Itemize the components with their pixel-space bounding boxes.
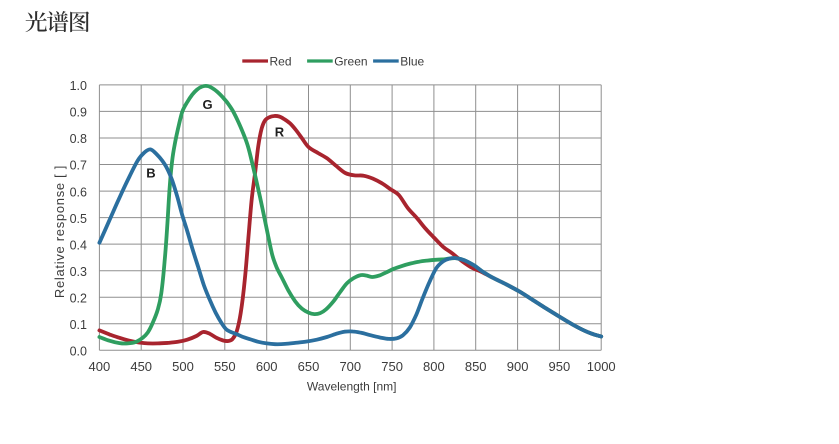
svg-text:0.1: 0.1: [70, 318, 87, 332]
svg-text:Green: Green: [334, 54, 367, 68]
svg-text:600: 600: [256, 359, 278, 374]
svg-text:1.0: 1.0: [70, 79, 87, 93]
svg-text:0.6: 0.6: [70, 185, 87, 199]
svg-text:400: 400: [89, 359, 111, 374]
svg-text:0.4: 0.4: [70, 238, 87, 252]
svg-text:Relative response [ ]: Relative response [ ]: [52, 165, 67, 298]
svg-text:Blue: Blue: [400, 54, 424, 68]
svg-text:950: 950: [549, 359, 571, 374]
svg-text:1000: 1000: [587, 359, 616, 374]
svg-text:G: G: [202, 97, 212, 112]
svg-text:500: 500: [172, 359, 194, 374]
svg-text:650: 650: [298, 359, 320, 374]
svg-text:0.9: 0.9: [70, 106, 87, 120]
svg-text:0.2: 0.2: [70, 291, 87, 305]
svg-text:0.5: 0.5: [70, 212, 87, 226]
svg-text:750: 750: [381, 359, 403, 374]
svg-text:700: 700: [339, 359, 361, 374]
svg-text:550: 550: [214, 359, 236, 374]
svg-text:0.3: 0.3: [70, 265, 87, 279]
svg-text:450: 450: [130, 359, 152, 374]
svg-text:Wavelength [nm]: Wavelength [nm]: [307, 380, 397, 394]
svg-text:850: 850: [465, 359, 487, 374]
svg-text:0.8: 0.8: [70, 132, 87, 146]
svg-text:900: 900: [507, 359, 529, 374]
svg-text:Red: Red: [270, 54, 292, 68]
svg-text:800: 800: [423, 359, 445, 374]
svg-text:B: B: [146, 166, 155, 181]
svg-text:R: R: [275, 125, 285, 140]
svg-text:0.0: 0.0: [70, 345, 87, 359]
svg-text:0.7: 0.7: [70, 159, 87, 173]
